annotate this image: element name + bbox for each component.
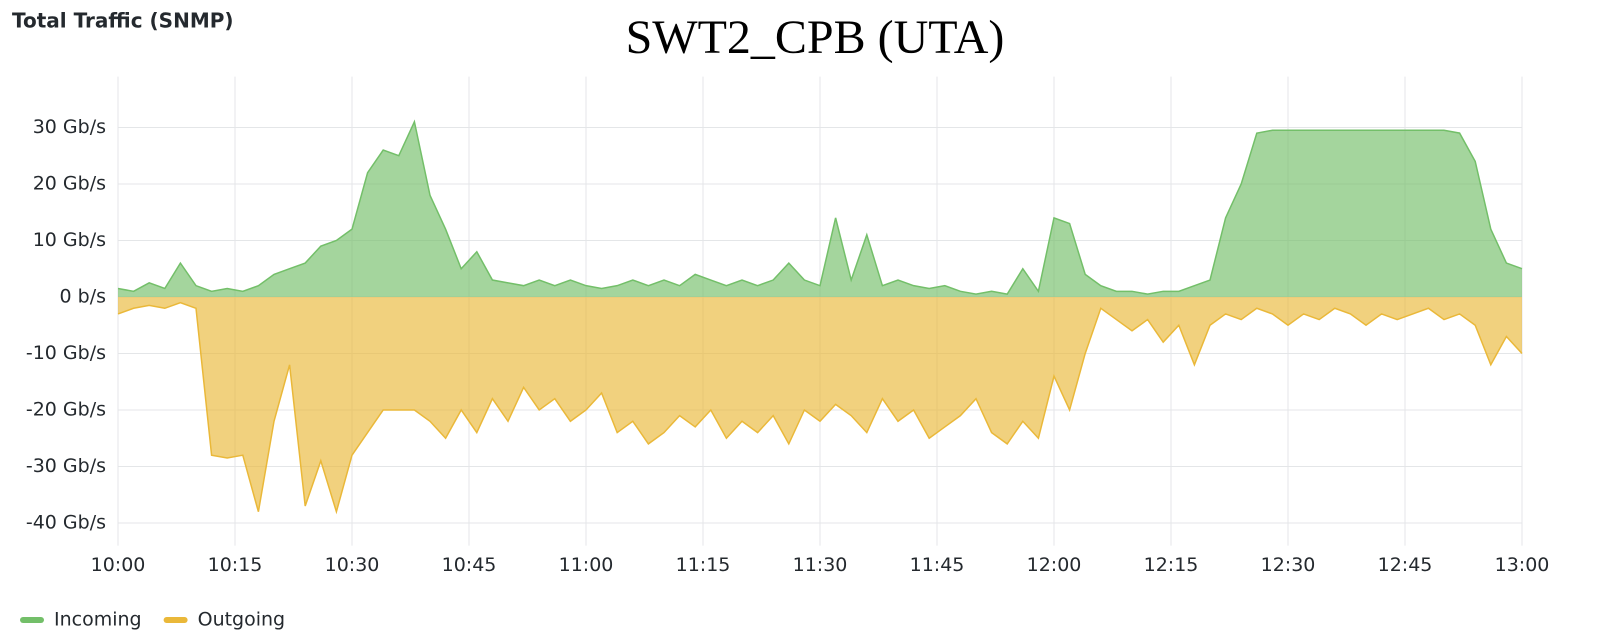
x-tick-label: 12:30: [1261, 554, 1316, 576]
panel-title: Total Traffic (SNMP): [12, 9, 234, 33]
y-tick-label: 0 b/s: [60, 285, 107, 307]
area-fill: [118, 121, 1522, 297]
x-tick-label: 12:45: [1378, 554, 1433, 576]
area-line: [117, 119, 1523, 295]
x-tick-label: 11:30: [793, 554, 848, 576]
chart-title: SWT2_CPB (UTA): [626, 11, 1005, 64]
x-tick-label: 13:00: [1495, 554, 1550, 576]
x-tick-label: 10:00: [91, 554, 146, 576]
x-tick-label: 12:00: [1027, 554, 1082, 576]
x-tick-label: 11:15: [676, 554, 731, 576]
y-tick-label: -10 Gb/s: [26, 342, 106, 364]
y-tick-label: -20 Gb/s: [26, 398, 106, 420]
area-line: [117, 301, 1523, 515]
legend-label: Outgoing: [198, 609, 286, 631]
y-tick-label: 30 Gb/s: [33, 116, 106, 138]
area-fill: [118, 296, 1522, 512]
x-tick-label: 11:00: [559, 554, 614, 576]
x-tick-label: 11:45: [910, 554, 965, 576]
x-tick-label: 10:15: [208, 554, 263, 576]
legend-swatch: [163, 617, 188, 623]
y-tick-label: -30 Gb/s: [26, 455, 106, 477]
legend-swatch: [20, 617, 44, 623]
y-tick-label: 20 Gb/s: [33, 172, 106, 194]
x-tick-label: 12:15: [1144, 554, 1199, 576]
legend-label: Incoming: [54, 609, 142, 631]
x-tick-label: 10:30: [325, 554, 380, 576]
y-tick-label: -40 Gb/s: [26, 511, 106, 533]
y-tick-label: 10 Gb/s: [33, 229, 106, 251]
x-tick-label: 10:45: [442, 554, 497, 576]
